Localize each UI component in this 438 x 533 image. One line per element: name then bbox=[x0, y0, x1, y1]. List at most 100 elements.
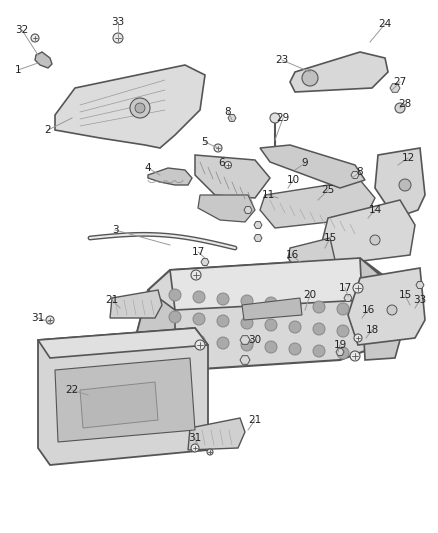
Circle shape bbox=[217, 293, 229, 305]
Polygon shape bbox=[351, 172, 359, 179]
Circle shape bbox=[337, 347, 349, 359]
Polygon shape bbox=[135, 258, 400, 372]
Circle shape bbox=[241, 295, 253, 307]
Polygon shape bbox=[201, 259, 209, 265]
Text: 18: 18 bbox=[365, 325, 378, 335]
Text: 6: 6 bbox=[219, 158, 225, 168]
Polygon shape bbox=[336, 349, 344, 356]
Circle shape bbox=[217, 315, 229, 327]
Circle shape bbox=[289, 343, 301, 355]
Polygon shape bbox=[290, 52, 388, 92]
Circle shape bbox=[395, 103, 405, 113]
Text: 33: 33 bbox=[111, 17, 125, 27]
Text: 16: 16 bbox=[286, 250, 299, 260]
Circle shape bbox=[313, 323, 325, 335]
Polygon shape bbox=[198, 195, 255, 222]
Text: 16: 16 bbox=[361, 305, 374, 315]
Circle shape bbox=[207, 449, 213, 455]
Text: 15: 15 bbox=[399, 290, 412, 300]
Polygon shape bbox=[38, 328, 208, 358]
Text: 8: 8 bbox=[357, 167, 363, 177]
Text: 1: 1 bbox=[15, 65, 21, 75]
Circle shape bbox=[225, 161, 232, 168]
Circle shape bbox=[337, 325, 349, 337]
Text: 4: 4 bbox=[145, 163, 151, 173]
Text: 17: 17 bbox=[191, 247, 205, 257]
Circle shape bbox=[399, 179, 411, 191]
Circle shape bbox=[387, 305, 397, 315]
Text: 30: 30 bbox=[248, 335, 261, 345]
Polygon shape bbox=[360, 258, 400, 360]
Polygon shape bbox=[260, 145, 365, 188]
Circle shape bbox=[354, 334, 362, 342]
Polygon shape bbox=[170, 258, 395, 310]
Circle shape bbox=[265, 297, 277, 309]
Circle shape bbox=[193, 291, 205, 303]
Circle shape bbox=[313, 301, 325, 313]
Polygon shape bbox=[148, 168, 192, 185]
Polygon shape bbox=[416, 281, 424, 288]
Text: 20: 20 bbox=[304, 290, 317, 300]
Text: 21: 21 bbox=[248, 415, 261, 425]
Circle shape bbox=[169, 333, 181, 345]
Text: 10: 10 bbox=[286, 175, 300, 185]
Text: 9: 9 bbox=[302, 158, 308, 168]
Polygon shape bbox=[390, 84, 400, 92]
Text: 2: 2 bbox=[45, 125, 51, 135]
Polygon shape bbox=[55, 65, 205, 148]
Polygon shape bbox=[35, 52, 52, 68]
Text: 29: 29 bbox=[276, 113, 290, 123]
Polygon shape bbox=[254, 222, 262, 229]
Text: 11: 11 bbox=[261, 190, 275, 200]
Polygon shape bbox=[188, 418, 245, 450]
Circle shape bbox=[113, 33, 123, 43]
Text: 5: 5 bbox=[201, 137, 208, 147]
Circle shape bbox=[350, 351, 360, 361]
Polygon shape bbox=[322, 200, 415, 265]
Circle shape bbox=[195, 340, 205, 350]
Circle shape bbox=[289, 321, 301, 333]
Circle shape bbox=[169, 311, 181, 323]
Circle shape bbox=[302, 70, 318, 86]
Circle shape bbox=[135, 103, 145, 113]
Circle shape bbox=[191, 444, 199, 452]
Polygon shape bbox=[242, 298, 302, 320]
Circle shape bbox=[193, 313, 205, 325]
Polygon shape bbox=[228, 115, 236, 122]
Text: 27: 27 bbox=[393, 77, 406, 87]
Text: 31: 31 bbox=[32, 313, 45, 323]
Text: 25: 25 bbox=[321, 185, 335, 195]
Circle shape bbox=[31, 34, 39, 42]
Circle shape bbox=[337, 303, 349, 315]
Text: 12: 12 bbox=[401, 153, 415, 163]
Text: 3: 3 bbox=[112, 225, 118, 235]
Circle shape bbox=[169, 289, 181, 301]
Circle shape bbox=[191, 270, 201, 280]
Circle shape bbox=[265, 341, 277, 353]
Polygon shape bbox=[135, 290, 175, 372]
Text: 19: 19 bbox=[333, 340, 346, 350]
Polygon shape bbox=[240, 356, 250, 365]
Text: 24: 24 bbox=[378, 19, 392, 29]
Circle shape bbox=[241, 317, 253, 329]
Circle shape bbox=[130, 98, 150, 118]
Text: 14: 14 bbox=[368, 205, 381, 215]
Text: 31: 31 bbox=[188, 433, 201, 443]
Text: 22: 22 bbox=[65, 385, 79, 395]
Text: 32: 32 bbox=[15, 25, 28, 35]
Circle shape bbox=[270, 113, 280, 123]
Circle shape bbox=[217, 337, 229, 349]
Polygon shape bbox=[55, 358, 195, 442]
Polygon shape bbox=[195, 155, 270, 198]
Circle shape bbox=[193, 335, 205, 347]
Polygon shape bbox=[240, 336, 250, 344]
Polygon shape bbox=[80, 382, 158, 428]
Text: 33: 33 bbox=[413, 295, 427, 305]
Polygon shape bbox=[288, 238, 335, 268]
Polygon shape bbox=[344, 295, 352, 302]
Polygon shape bbox=[260, 180, 375, 228]
Circle shape bbox=[46, 316, 54, 324]
Polygon shape bbox=[254, 235, 262, 241]
Text: 17: 17 bbox=[339, 283, 352, 293]
Text: 8: 8 bbox=[225, 107, 231, 117]
